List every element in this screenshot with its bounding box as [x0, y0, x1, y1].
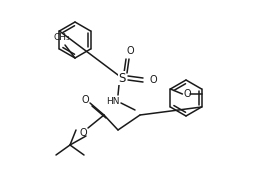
Text: CH₃: CH₃: [54, 34, 70, 43]
Text: O: O: [81, 95, 89, 105]
Text: O: O: [79, 128, 87, 138]
Text: O: O: [149, 75, 157, 85]
Text: O: O: [184, 89, 191, 99]
Text: O: O: [126, 46, 134, 56]
Text: S: S: [118, 72, 126, 84]
Text: HN: HN: [106, 98, 120, 106]
